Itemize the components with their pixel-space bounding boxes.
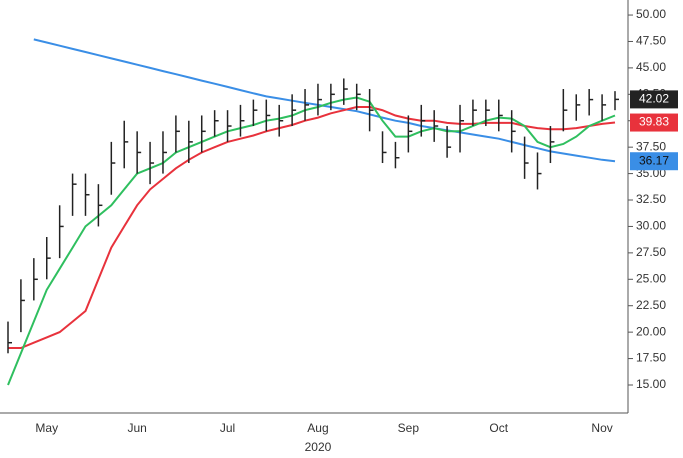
last-value-box: [630, 90, 678, 109]
y-tick-label: 25.00: [636, 271, 666, 285]
moving-average-line: [7, 96, 616, 386]
last-value-box: [630, 113, 678, 132]
moving-average-line: [33, 38, 616, 163]
moving-average-line: [8, 106, 616, 349]
last-value-label: 36.17: [639, 153, 669, 167]
x-tick-label: Aug: [307, 421, 328, 435]
y-tick-label: 50.00: [636, 7, 666, 21]
y-tick-label: 17.50: [636, 351, 666, 365]
y-tick-label: 20.00: [636, 324, 666, 338]
x-tick-label: May: [35, 421, 58, 435]
y-tick-label: 22.50: [636, 298, 666, 312]
y-tick-label: 15.00: [636, 377, 666, 391]
y-tick-label: 32.50: [636, 192, 666, 206]
y-tick-label: 45.00: [636, 60, 666, 74]
y-tick-label: 27.50: [636, 245, 666, 259]
y-tick-label: 47.50: [636, 34, 666, 48]
last-value-box: [630, 152, 678, 171]
x-tick-label: Nov: [591, 421, 612, 435]
last-value-label: 39.83: [639, 115, 669, 129]
year-label: 2020: [305, 440, 332, 454]
y-tick-label: 30.00: [636, 219, 666, 233]
x-tick-label: Jun: [127, 421, 146, 435]
y-tick-label: 37.50: [636, 139, 666, 153]
x-tick-label: Jul: [220, 421, 235, 435]
x-tick-label: Sep: [398, 421, 420, 435]
x-tick-label: Oct: [489, 421, 508, 435]
last-value-label: 42.02: [639, 92, 669, 106]
